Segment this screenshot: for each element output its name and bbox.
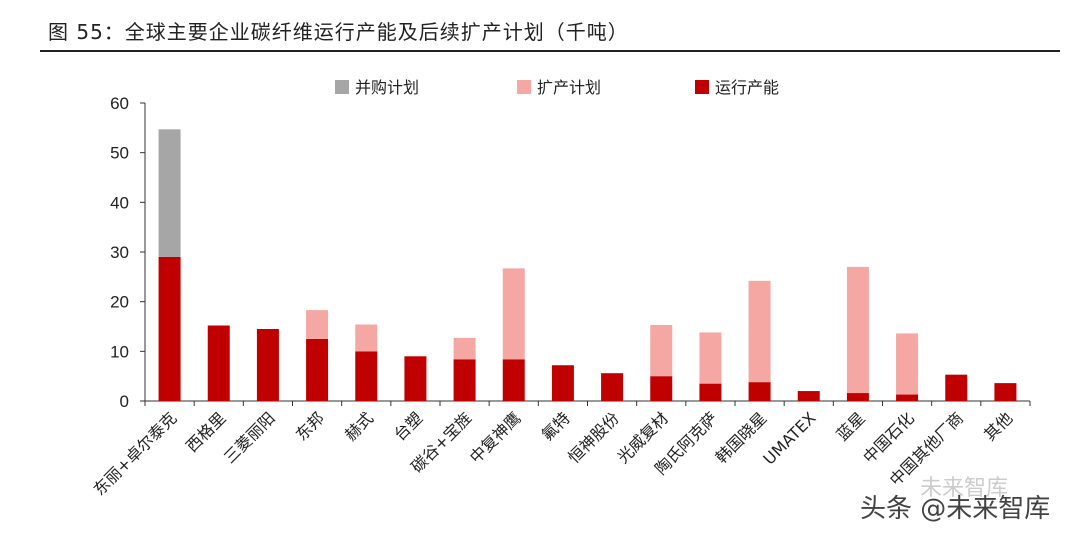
bar-segment xyxy=(306,338,329,401)
x-tick-label: UMATEX xyxy=(759,408,819,468)
bar-segment xyxy=(945,374,968,401)
bar-segment xyxy=(846,266,869,394)
bar-segment xyxy=(551,365,574,401)
bar-segment xyxy=(502,359,525,401)
bar-segment xyxy=(207,325,230,401)
bar-segment xyxy=(896,333,919,395)
x-tick-label: 中复神鹰 xyxy=(466,408,525,467)
y-tick-label: 60 xyxy=(110,94,129,113)
watermark-logo: 未来智库 xyxy=(920,476,1009,501)
x-tick-label: 赫式 xyxy=(341,408,377,444)
bar-segment xyxy=(306,310,329,339)
x-tick-label: 三菱丽阳 xyxy=(220,408,279,467)
legend-swatch xyxy=(335,80,349,94)
bar-segment xyxy=(699,332,722,384)
bar-segment xyxy=(453,337,476,360)
bar-segment xyxy=(355,351,378,401)
x-tick-label: 西格里 xyxy=(182,408,229,455)
figure-title: 图 55：全球主要企业碳纤维运行产能及后续扩产计划（千吨） xyxy=(48,20,629,44)
bar-segment xyxy=(994,383,1017,401)
x-tick-label: 氟特 xyxy=(538,408,574,444)
bar-segment xyxy=(158,256,181,401)
bar-segment xyxy=(256,328,279,401)
legend-swatch xyxy=(695,80,709,94)
chart-legend: 并购计划 扩产计划 运行产能 xyxy=(335,78,779,97)
bar-segment xyxy=(797,391,820,401)
bar-segment xyxy=(502,268,525,360)
figure-title-bar: 图 55：全球主要企业碳纤维运行产能及后续扩产计划（千吨） xyxy=(40,10,1060,52)
x-tick-label: 恒神股份 xyxy=(564,408,623,467)
legend-label: 运行产能 xyxy=(715,78,779,97)
bar-segment xyxy=(650,376,673,401)
y-tick-label: 40 xyxy=(110,193,129,212)
bar-segment xyxy=(699,383,722,401)
bar-segment xyxy=(404,356,427,401)
bar-segment xyxy=(846,393,869,401)
watermark-text: 头条 @未来智库 xyxy=(860,494,1051,524)
y-tick-label: 10 xyxy=(110,342,129,361)
y-tick-label: 30 xyxy=(110,243,129,262)
chart-bars xyxy=(158,129,1017,401)
x-tick-label: 其他 xyxy=(980,408,1016,444)
y-tick-label: 20 xyxy=(110,293,129,312)
bar-segment xyxy=(453,359,476,401)
legend-label: 并购计划 xyxy=(355,78,419,97)
bar-segment xyxy=(896,394,919,401)
bar-segment xyxy=(355,324,378,352)
x-tick-label: 台塑 xyxy=(390,408,426,444)
bar-segment xyxy=(748,382,771,401)
bar-segment xyxy=(650,325,673,377)
x-tick-label: 东邦 xyxy=(292,408,328,444)
bar-segment xyxy=(601,373,624,401)
y-tick-label: 0 xyxy=(120,392,129,411)
y-tick-label: 50 xyxy=(110,144,129,163)
bar-segment xyxy=(158,129,181,257)
legend-label: 扩产计划 xyxy=(537,78,601,97)
chart-axes: 0 10 20 30 40 50 60 xyxy=(110,94,1031,411)
x-tick-label: 东丽+卓尔泰克 xyxy=(90,408,181,499)
legend-swatch xyxy=(517,80,531,94)
bar-segment xyxy=(748,280,771,383)
x-tick-label: 蓝星 xyxy=(833,408,869,444)
